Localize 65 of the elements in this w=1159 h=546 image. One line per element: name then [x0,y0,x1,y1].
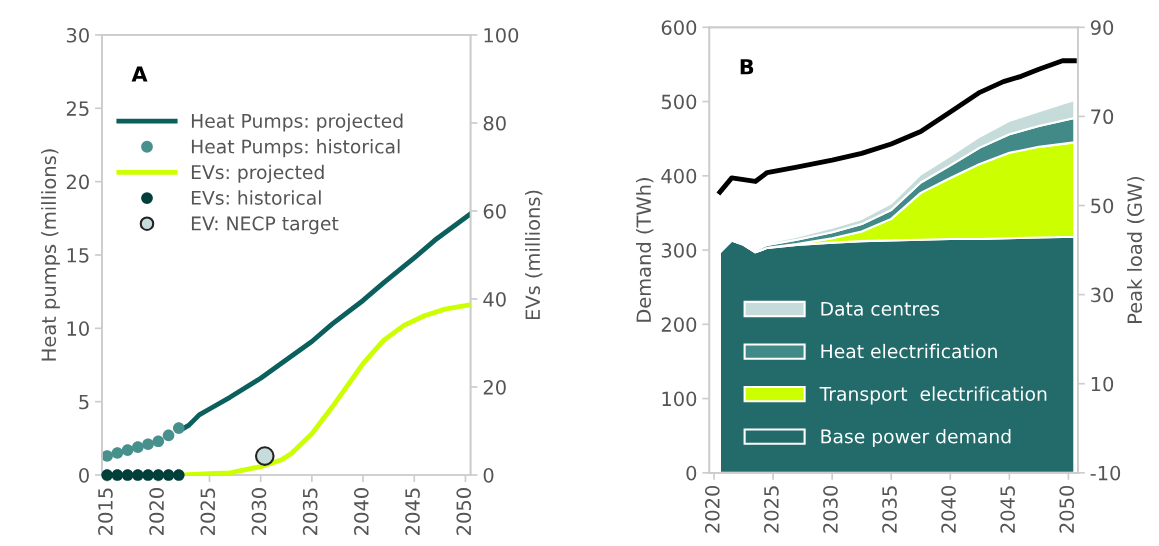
y-tick-label: 5 [79,394,89,410]
legend-label: Heat Pumps: projected [191,113,403,132]
x-tick-label: 2045 [405,488,420,535]
legend-label: EV: NECP target [191,216,339,235]
y-axis-title: Heat pumps (millions) [41,149,60,361]
x-tick-label: 2025 [764,486,779,533]
y2-tick-label: 40 [483,291,506,307]
x-tick-label: 2020 [704,485,720,533]
y2-tick-label: 50 [1091,198,1114,214]
point [101,450,113,462]
point [121,444,134,456]
point [162,429,175,442]
line-series [717,58,1077,195]
legend-label: EVs: historical [191,190,321,205]
point [172,422,185,434]
legend-label: Heat electrification [821,343,997,359]
y-tick-label: 100 [662,391,697,407]
y2-tick-label: -10 [1090,465,1121,481]
x-tick-label: 2040 [941,485,956,533]
y2-tick-label: 0 [483,467,494,483]
x-tick-label: 2050 [456,488,472,535]
y2-tick-label: 20 [483,379,506,395]
x-tick-label: 2035 [302,488,318,535]
y-tick-label: 300 [661,243,697,258]
y-tick-label: 20 [66,174,89,190]
y-tick-label: 200 [661,317,697,332]
y2-tick-label: 80 [483,115,506,131]
x-tick-label: 2025 [200,488,216,535]
y-tick-label: 600 [661,20,697,35]
legend-label: EVs: projected [191,164,324,183]
y2-tick-label: 90 [1090,20,1114,35]
y-tick-label: 500 [661,94,697,110]
y2-tick-label: 30 [1091,287,1114,303]
annotation: A [131,66,148,82]
point [132,441,144,453]
legend-label: Data centres [821,301,940,316]
x-tick-label: 2020 [149,488,164,535]
y-tick-label: 0 [79,467,89,483]
y2-tick-label: 60 [483,203,506,219]
y-tick-label: 10 [67,321,89,336]
x-tick-label: 2015 [98,488,113,535]
y-tick-label: 15 [67,248,89,263]
legend-label: Heat Pumps: historical [191,139,400,158]
annotation: B [740,59,754,75]
x-tick-label: 2050 [1059,485,1075,533]
y-tick-label: 30 [66,27,89,43]
legend-label: Base power demand [821,428,1011,448]
y2-tick-label: 10 [1091,376,1114,392]
x-tick-label: 2035 [882,486,897,533]
x-tick-label: 2030 [823,485,838,533]
x-tick-label: 2045 [1000,486,1015,533]
y2-tick-label: 100 [484,27,519,43]
point [111,447,124,459]
y-tick-label: 400 [661,168,697,184]
y2-tick-label: 70 [1091,109,1114,125]
point [142,438,154,451]
point [152,435,165,448]
y2-axis-title: EVs (millions) [525,190,543,320]
x-tick-label: 2040 [353,488,369,535]
x-tick-label: 2030 [251,488,267,535]
y-tick-label: 0 [686,465,697,481]
y-tick-label: 25 [66,101,89,116]
y2-axis-title: Peak load (GW) [1126,176,1145,323]
legend-label: Transport electrification [819,386,1047,405]
y-axis-title: Demand (TWh) [636,178,654,322]
